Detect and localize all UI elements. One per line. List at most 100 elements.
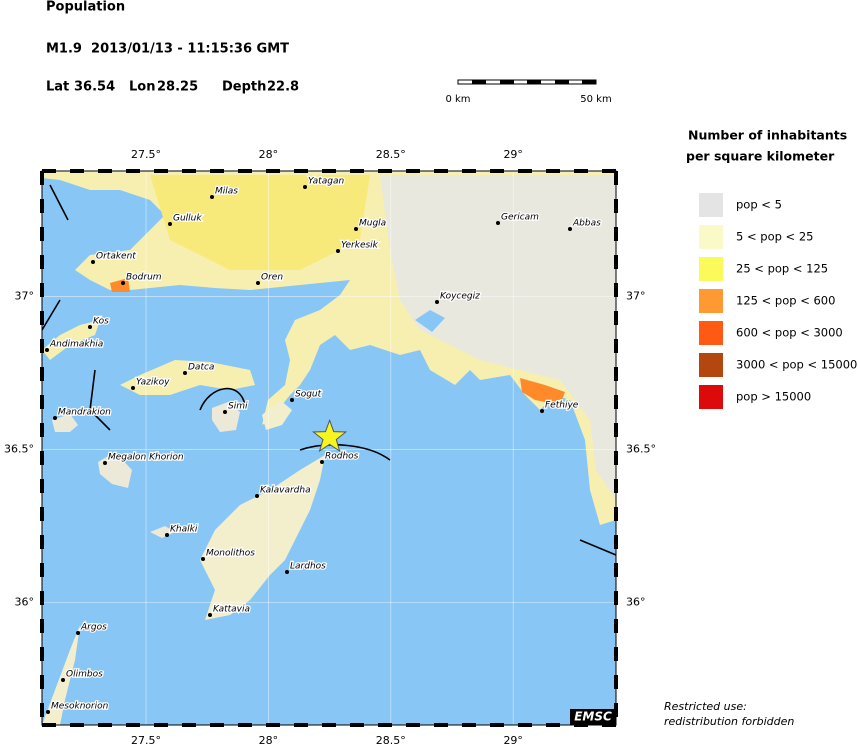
place-dot <box>45 348 49 352</box>
place-label: Datca <box>188 363 214 373</box>
place-dot <box>91 260 95 264</box>
x-tick-label: 28.5° <box>376 734 406 746</box>
credit: EMSC <box>574 710 612 724</box>
map: Milas Yatagan Gulluk Mugla Gericam Abbas Yerke… <box>4 148 656 746</box>
place-label: Gulluk <box>173 214 202 224</box>
y-tick-label: 37° <box>15 289 35 302</box>
lon-label: Lon <box>129 80 155 95</box>
place-label: Kattavia <box>213 605 250 615</box>
place-dot <box>256 281 260 285</box>
legend-title: per square kilometer <box>686 149 835 164</box>
place-label: Rodhos <box>325 452 359 462</box>
place-dot <box>208 613 212 617</box>
fault-lines <box>42 184 616 556</box>
place-dot <box>103 461 107 465</box>
legend-label: pop > 15000 <box>736 390 811 404</box>
place-label: Yerkesik <box>341 241 379 251</box>
place-dot <box>61 678 65 682</box>
legend-label: 3000 < pop < 15000 <box>736 358 857 372</box>
legend-swatch <box>699 257 723 281</box>
legend-swatch <box>699 321 723 345</box>
place-dot <box>540 409 544 413</box>
legend-swatch <box>699 193 723 217</box>
place-dot <box>568 227 572 231</box>
place-label: Abbas <box>572 219 601 229</box>
legend-title: Number of inhabitants <box>688 128 847 143</box>
place-dot <box>46 710 50 714</box>
title: Population <box>46 0 125 15</box>
place-label: Sogut <box>295 390 322 400</box>
land <box>42 171 616 725</box>
place-dot <box>496 221 500 225</box>
place-label: Mugla <box>359 219 386 229</box>
place-dot <box>88 325 92 329</box>
place-dot <box>255 494 259 498</box>
legend-swatch <box>699 385 723 409</box>
place-dot <box>285 570 289 574</box>
credit-box <box>570 709 616 725</box>
event-info: M1.9 2013/01/13 - 11:15:36 GMT <box>46 42 289 57</box>
place-label: Oren <box>261 273 283 283</box>
place-label: Yazikoy <box>136 378 170 388</box>
place-label: Yatagan <box>308 177 344 187</box>
place-label: Olimbos <box>66 670 103 680</box>
legend-label: 25 < pop < 125 <box>736 262 828 276</box>
y-tick-label: 36° <box>15 596 35 609</box>
legend-label: 5 < pop < 25 <box>736 230 813 244</box>
place-dot <box>336 249 340 253</box>
place-dot <box>121 281 125 285</box>
depth-label: Depth <box>222 80 266 95</box>
place-dot <box>131 386 135 390</box>
x-tick-label: 28° <box>259 734 279 746</box>
place-dot <box>290 398 294 402</box>
place-label: Milas <box>215 187 238 197</box>
place-dot <box>201 557 205 561</box>
place-label: Lardhos <box>290 562 326 572</box>
place-label: Gericam <box>501 213 539 223</box>
x-tick-label: 28.5° <box>376 148 406 161</box>
place-dot <box>183 371 187 375</box>
x-tick-label: 27.5° <box>131 148 161 161</box>
scale-end: 50 km <box>580 94 611 105</box>
notice: redistribution forbidden <box>664 715 794 728</box>
place-dot <box>210 195 214 199</box>
x-tick-label: 29° <box>503 148 523 161</box>
legend-label: 125 < pop < 600 <box>736 294 835 308</box>
epicenter <box>312 418 348 453</box>
place-dot <box>320 460 324 464</box>
y-tick-label: 36.5° <box>4 443 34 456</box>
place-dot <box>165 533 169 537</box>
place-label: Koycegiz <box>440 292 480 302</box>
place-label: Fethiye <box>545 401 579 411</box>
place-label: Monolithos <box>206 549 255 559</box>
x-tick-label: 27.5° <box>131 734 161 746</box>
scale-bar: 0 km 50 km <box>445 79 612 105</box>
place-dot <box>435 300 439 304</box>
place-label: Argos <box>80 623 107 633</box>
place-dot <box>223 410 227 414</box>
y-tick-label: 37° <box>626 289 646 302</box>
place-label: Ortakent <box>96 252 136 262</box>
x-tick-label: 28° <box>259 148 279 161</box>
notice: Restricted use: <box>664 700 747 713</box>
legend-swatch <box>699 353 723 377</box>
place-label: Megalon Khorion <box>108 453 184 463</box>
place-label: Andimakhia <box>49 340 103 350</box>
legend-swatch <box>699 225 723 249</box>
place-label: Mandrakion <box>58 408 111 418</box>
lat-label: Lat <box>46 80 69 95</box>
legend-swatch <box>699 289 723 313</box>
place-dot <box>76 631 80 635</box>
scale-start: 0 km <box>445 94 470 105</box>
place-dot <box>303 185 307 189</box>
y-tick-label: 36° <box>626 596 646 609</box>
place-label: Simi <box>228 402 248 412</box>
depth-value: 22.8 <box>267 80 299 95</box>
legend: pop < 5 5 < pop < 25 25 < pop < 125 125 < p… <box>699 193 857 409</box>
place-dot <box>354 227 358 231</box>
legend-label: 600 < pop < 3000 <box>736 326 843 340</box>
legend-label: pop < 5 <box>736 198 782 212</box>
place-label: Khalki <box>170 525 198 535</box>
